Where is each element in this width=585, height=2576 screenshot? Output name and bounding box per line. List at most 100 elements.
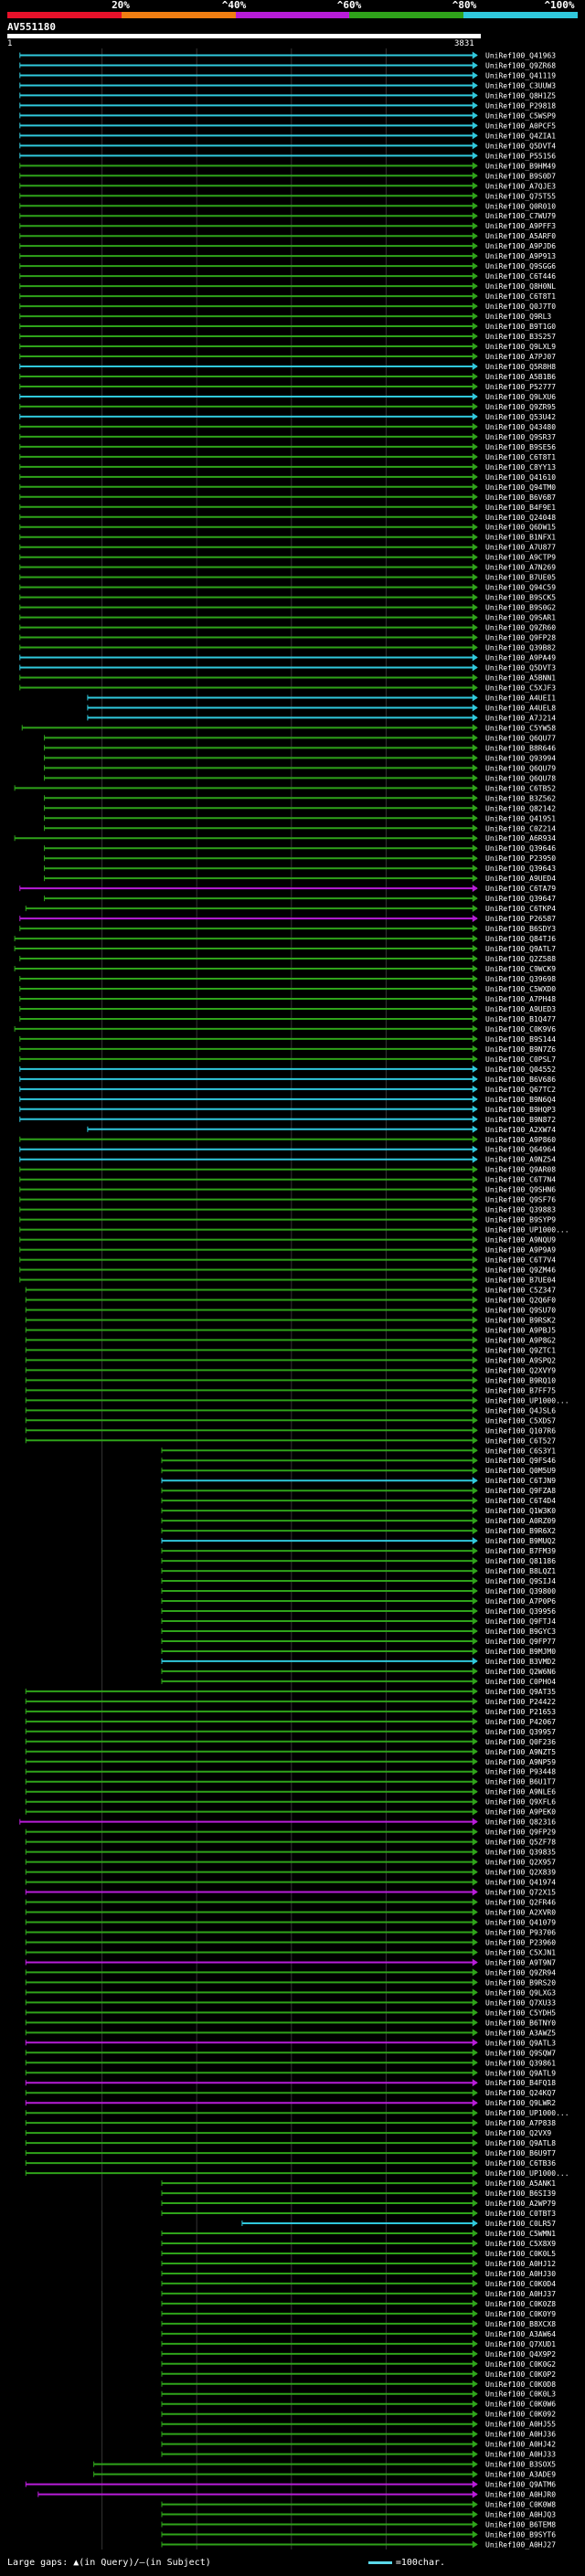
hit-end-arrow [472, 1727, 478, 1735]
hit-end-arrow [472, 172, 478, 180]
hit-end-arrow [472, 513, 478, 521]
hit-label: UniRef100_Q2X839 [485, 1869, 556, 1877]
hit-label: UniRef100_Q2W6N6 [485, 1668, 556, 1676]
hit-end-arrow [472, 885, 478, 893]
hit-end-arrow [472, 1296, 478, 1304]
hit-label: UniRef100_Q9ZR94 [485, 1968, 556, 1977]
hit-label: UniRef100_A4UEL8 [485, 704, 556, 712]
hit-label: UniRef100_Q53U42 [485, 413, 556, 421]
hit-label: UniRef100_B6V6B7 [485, 493, 556, 502]
hit-label: UniRef100_C9WCK9 [485, 965, 556, 973]
hit-end-arrow [472, 1115, 478, 1123]
hit-label: UniRef100_Q75T55 [485, 192, 556, 200]
hit-end-arrow [472, 1306, 478, 1314]
hit-label: UniRef100_Q5ZF78 [485, 1839, 556, 1847]
hit-end-arrow [472, 653, 478, 662]
legend-scale-bar [367, 2560, 392, 2564]
hit-label: UniRef100_B9N7Z6 [485, 1045, 556, 1054]
hit-label: UniRef100_B6U9T7 [485, 2149, 556, 2157]
hit-label: UniRef100_C6TKP4 [485, 905, 556, 913]
hit-end-arrow [472, 2029, 478, 2037]
hit-end-arrow [472, 1215, 478, 1224]
hit-label: UniRef100_C7WU79 [485, 212, 556, 220]
hit-end-arrow [472, 1426, 478, 1435]
hit-end-arrow [472, 714, 478, 722]
hit-end-arrow [472, 1044, 478, 1053]
hit-end-arrow [472, 2149, 478, 2157]
hit-end-arrow [472, 1286, 478, 1294]
hit-end-arrow [472, 643, 478, 652]
hit-label: UniRef100_A9UED4 [485, 875, 556, 883]
hit-end-arrow [472, 242, 478, 250]
hit-end-arrow [472, 724, 478, 732]
hit-label: UniRef100_Q4ZIA1 [485, 132, 556, 140]
hit-end-arrow [472, 111, 478, 120]
hit-end-arrow [472, 1657, 478, 1665]
hit-end-arrow [472, 1908, 478, 1916]
hit-end-arrow [472, 1235, 478, 1244]
hit-label: UniRef100_Q67TC2 [485, 1086, 556, 1094]
hit-label: UniRef100_B9T1G0 [485, 323, 556, 331]
hit-end-arrow [472, 2069, 478, 2077]
hit-label: UniRef100_A2XVR0 [485, 1909, 556, 1917]
hit-end-arrow [472, 1386, 478, 1394]
hit-label: UniRef100_C6TJN9 [485, 1477, 556, 1485]
hit-end-arrow [472, 142, 478, 150]
hit-end-arrow [472, 633, 478, 641]
hit-label: UniRef100_A0PCF5 [485, 122, 556, 130]
hit-label: UniRef100_Q9ZM46 [485, 1267, 556, 1275]
hit-label: UniRef100_A7N269 [485, 564, 556, 572]
hit-label: UniRef100_Q39646 [485, 844, 556, 853]
hit-end-arrow [472, 1777, 478, 1786]
hit-end-arrow [472, 2039, 478, 2047]
hit-label: UniRef100_A7PH48 [485, 995, 556, 1003]
hit-label: UniRef100_A3AWZ5 [485, 2029, 556, 2037]
hit-end-arrow [472, 2269, 478, 2277]
hit-label: UniRef100_Q84TJ6 [485, 935, 556, 943]
hit-label: UniRef100_Q9ZTC1 [485, 1346, 556, 1354]
hit-label: UniRef100_P93448 [485, 1768, 556, 1776]
hit-end-arrow [472, 834, 478, 843]
hit-end-arrow [472, 333, 478, 341]
hit-label: UniRef100_B9HM49 [485, 162, 556, 170]
hit-end-arrow [472, 784, 478, 792]
hit-end-arrow [472, 1145, 478, 1153]
hit-label: UniRef100_P21653 [485, 1708, 556, 1716]
hit-label: UniRef100_Q04552 [485, 1065, 556, 1074]
hit-end-arrow [472, 272, 478, 281]
hit-end-arrow [472, 603, 478, 611]
hit-label: UniRef100_Q82316 [485, 1818, 556, 1827]
hit-label: UniRef100_B9SCK5 [485, 594, 556, 602]
hit-label: UniRef100_Q41951 [485, 814, 556, 822]
hit-label: UniRef100_B1Q477 [485, 1015, 556, 1023]
hit-end-arrow [472, 2349, 478, 2358]
hit-label: UniRef100_Q5DVT4 [485, 142, 556, 150]
hit-end-arrow [472, 945, 478, 953]
hit-label: UniRef100_Q41974 [485, 1879, 556, 1887]
hit-label: UniRef100_P42067 [485, 1718, 556, 1726]
hit-label: UniRef100_C0LR57 [485, 2220, 556, 2228]
hit-end-arrow [472, 132, 478, 140]
hit-end-arrow [472, 1225, 478, 1234]
hit-end-arrow [472, 2220, 478, 2228]
hit-end-arrow [472, 905, 478, 913]
hit-label: UniRef100_B7FF75 [485, 1386, 556, 1394]
hit-end-arrow [472, 915, 478, 923]
hit-label: UniRef100_A3AW64 [485, 2330, 556, 2338]
hit-end-arrow [472, 2079, 478, 2087]
hit-label: UniRef100_Q4X9P2 [485, 2350, 556, 2359]
hit-label: UniRef100_Q39861 [485, 2059, 556, 2067]
hit-end-arrow [472, 2390, 478, 2398]
scale-label-40: ^40% [221, 0, 247, 11]
hit-label: UniRef100_Q0F236 [485, 1738, 556, 1746]
hit-end-arrow [472, 2189, 478, 2198]
hit-end-arrow [472, 262, 478, 270]
hit-label: UniRef100_B9S0G2 [485, 604, 556, 612]
hit-label: UniRef100_A7QJE3 [485, 182, 556, 190]
hit-label: UniRef100_Q107R6 [485, 1426, 556, 1435]
hit-label: UniRef100_C5YDH5 [485, 2009, 556, 2017]
hit-end-arrow [472, 232, 478, 240]
hit-end-arrow [472, 402, 478, 410]
hit-label: UniRef100_Q9SHN6 [485, 1186, 556, 1194]
hit-end-arrow [472, 2309, 478, 2317]
